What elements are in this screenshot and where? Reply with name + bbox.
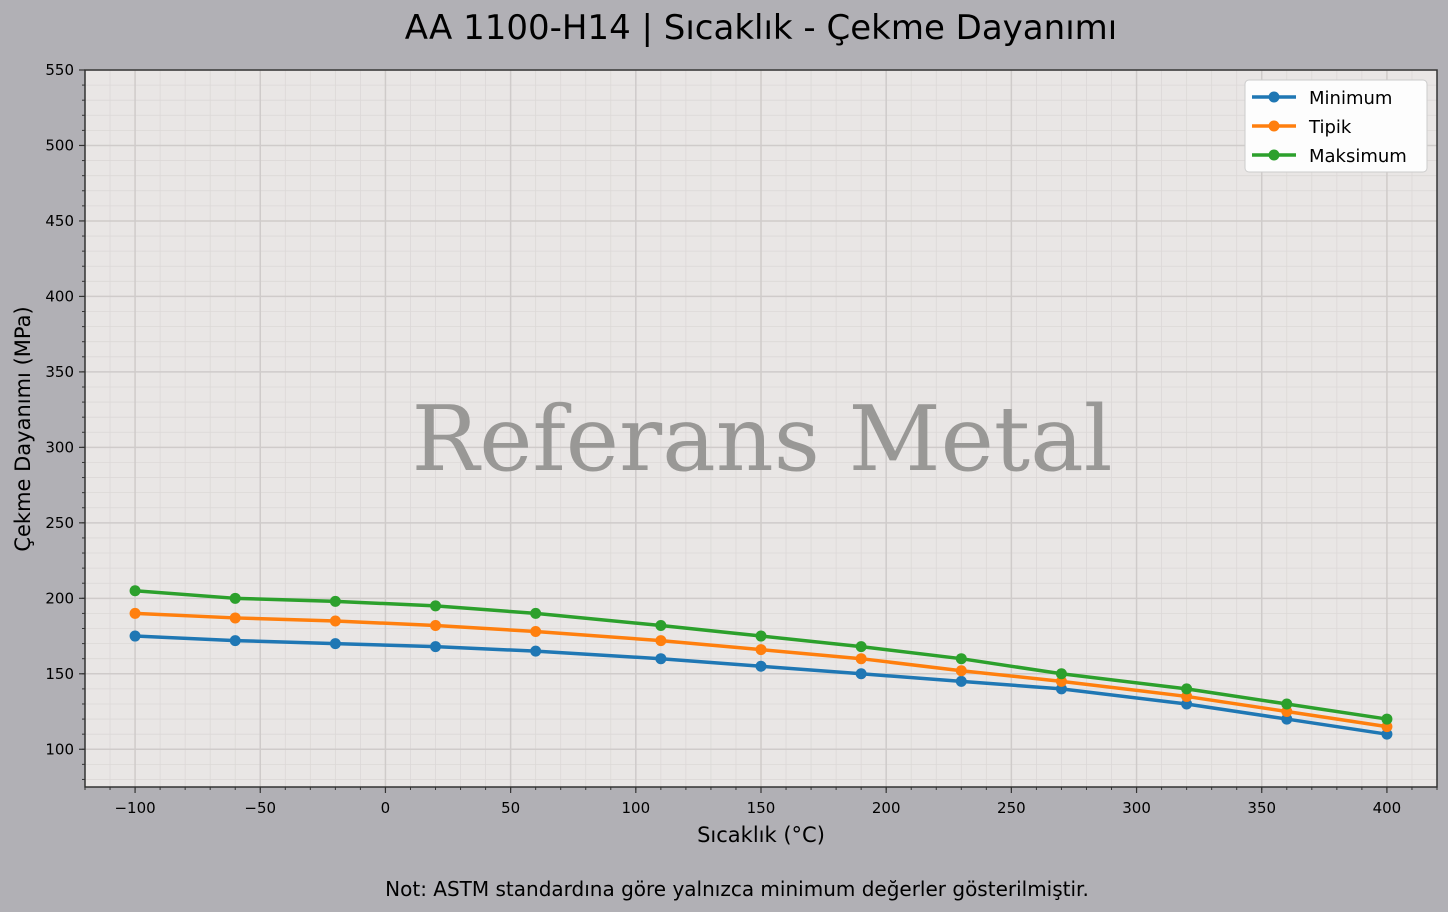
data-point-minimum xyxy=(329,638,341,650)
data-point-minimum xyxy=(955,675,967,687)
tick-label-x: 150 xyxy=(747,799,776,817)
tick-label-x: −100 xyxy=(114,799,155,817)
data-point-maksimum xyxy=(430,600,442,612)
data-point-tipik xyxy=(1181,690,1193,702)
tick-label-x: 50 xyxy=(501,799,520,817)
data-point-minimum xyxy=(855,668,867,680)
data-point-tipik xyxy=(955,665,967,677)
data-point-tipik xyxy=(129,607,141,619)
data-point-minimum xyxy=(1055,683,1067,695)
legend-marker-tipik xyxy=(1268,120,1280,132)
tick-label-x: 350 xyxy=(1247,799,1276,817)
tick-label-x: −50 xyxy=(244,799,276,817)
legend-box xyxy=(1244,79,1428,173)
data-point-maksimum xyxy=(1281,698,1293,710)
tick-label-x: 100 xyxy=(621,799,650,817)
data-point-maksimum xyxy=(530,607,542,619)
tick-label-y: 500 xyxy=(45,136,74,154)
data-point-tipik xyxy=(755,644,767,656)
data-point-maksimum xyxy=(955,653,967,665)
tick-label-x: 200 xyxy=(872,799,901,817)
data-point-minimum xyxy=(1381,728,1393,740)
data-point-minimum xyxy=(1281,713,1293,725)
data-point-maksimum xyxy=(1381,713,1393,725)
data-point-maksimum xyxy=(1055,668,1067,680)
tick-label-y: 400 xyxy=(45,287,74,305)
data-point-maksimum xyxy=(855,641,867,653)
legend-label-tipik: Tipik xyxy=(1308,117,1352,138)
legend: Minimum Tipik Maksimum xyxy=(1244,79,1428,173)
tick-label-y: 250 xyxy=(45,514,74,532)
data-point-maksimum xyxy=(129,585,141,597)
data-point-tipik xyxy=(1055,675,1067,687)
tick-label-x: 300 xyxy=(1122,799,1151,817)
data-point-minimum xyxy=(430,641,442,653)
tick-label-y: 200 xyxy=(45,589,74,607)
tick-label-y: 550 xyxy=(45,61,74,79)
data-point-minimum xyxy=(229,635,241,647)
data-point-tipik xyxy=(430,619,442,631)
tick-label-x: 400 xyxy=(1373,799,1402,817)
tick-label-x: 250 xyxy=(997,799,1026,817)
data-point-minimum xyxy=(1181,698,1193,710)
data-point-tipik xyxy=(530,626,542,638)
data-point-minimum xyxy=(655,653,667,665)
watermark: Referans Metal xyxy=(411,387,1112,492)
chart-note: Not: ASTM standardına göre yalnızca mini… xyxy=(385,877,1089,901)
y-axis-label: Çekme Dayanımı (MPa) xyxy=(11,306,35,551)
tick-label-x: 0 xyxy=(381,799,391,817)
tick-label-y: 450 xyxy=(45,212,74,230)
legend-marker-maksimum xyxy=(1268,149,1280,161)
legend-marker-minimum xyxy=(1268,91,1280,103)
legend-label-maksimum: Maksimum xyxy=(1309,146,1407,167)
data-point-maksimum xyxy=(655,619,667,631)
data-point-tipik xyxy=(229,612,241,624)
tick-label-y: 100 xyxy=(45,740,74,758)
data-point-tipik xyxy=(855,653,867,665)
x-axis-label: Sıcaklık (°C) xyxy=(697,823,825,847)
tick-label-y: 300 xyxy=(45,438,74,456)
data-point-minimum xyxy=(129,630,141,642)
data-point-tipik xyxy=(655,635,667,647)
data-point-minimum xyxy=(755,660,767,672)
data-point-tipik xyxy=(1381,721,1393,733)
data-point-maksimum xyxy=(1181,683,1193,695)
data-point-maksimum xyxy=(229,592,241,604)
tick-label-y: 350 xyxy=(45,363,74,381)
data-point-maksimum xyxy=(755,630,767,642)
tick-label-y: 150 xyxy=(45,665,74,683)
data-point-minimum xyxy=(530,645,542,657)
data-point-tipik xyxy=(329,615,341,627)
data-point-maksimum xyxy=(329,595,341,607)
legend-label-minimum: Minimum xyxy=(1309,88,1392,109)
plot-frame xyxy=(84,69,1438,788)
data-point-tipik xyxy=(1281,706,1293,718)
chart-title: AA 1100-H14 | Sıcaklık - Çekme Dayanımı xyxy=(404,8,1118,48)
